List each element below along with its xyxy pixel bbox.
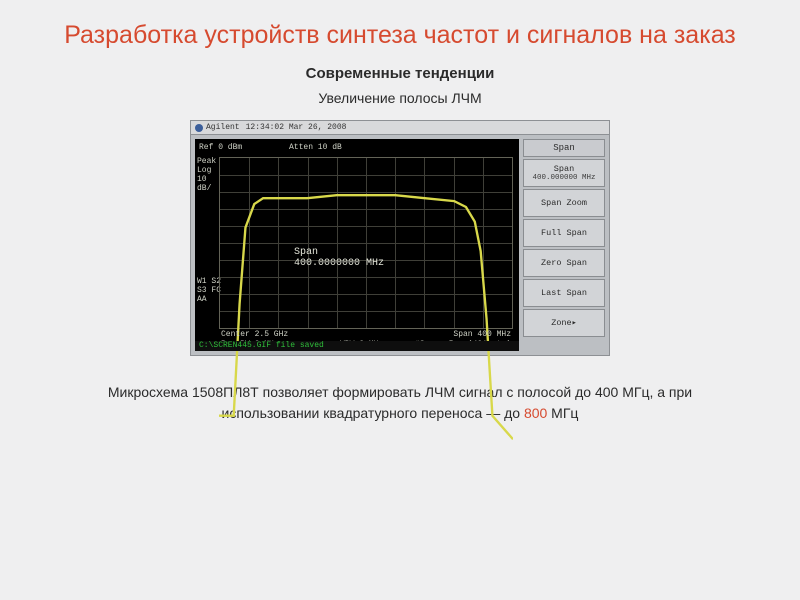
softkey-span-zoom[interactable]: Span Zoom — [523, 189, 605, 217]
center-freq-label: Center 2.5 GHz — [221, 330, 288, 339]
scale-labels: Peak Log 10 dB/ — [197, 157, 216, 193]
page-title: Разработка устройств синтеза частот и си… — [40, 20, 760, 51]
softkey-label: Full Span — [541, 228, 587, 238]
softkey-sublabel: 400.000000 MHz — [532, 174, 595, 183]
subtitle: Современные тенденции — [40, 65, 760, 82]
softkey-full-span[interactable]: Full Span — [523, 219, 605, 247]
softkey-last-span[interactable]: Last Span — [523, 279, 605, 307]
instrument-header: Agilent 12:34:02 Mar 26, 2008 — [191, 121, 609, 135]
instrument-brand: Agilent — [206, 123, 240, 132]
softkey-label: Zone▸ — [551, 318, 577, 328]
softkey-span[interactable]: Span 400.000000 MHz — [523, 159, 605, 187]
instrument-timestamp: 12:34:02 Mar 26, 2008 — [246, 123, 347, 132]
caption-highlight: 800 — [524, 405, 547, 421]
span-readout: Span 400.0000000 MHz — [294, 247, 384, 269]
graticule — [219, 157, 513, 329]
trace-mode-labels: W1 S2 S3 FC AA — [197, 277, 221, 304]
softkey-label: Span — [554, 164, 574, 174]
caption-text-pre: Микросхема 1508ПЛ8Т позволяет формироват… — [108, 384, 692, 421]
softkey-label: Span Zoom — [541, 198, 587, 208]
softkey-title: Span — [523, 139, 605, 157]
atten-label: Atten 10 dB — [289, 143, 342, 152]
spectrum-analyzer-screenshot: Agilent 12:34:02 Mar 26, 2008 Ref 0 dBm … — [190, 120, 610, 356]
sub-subtitle: Увеличение полосы ЛЧМ — [40, 90, 760, 106]
analyzer-screen: Ref 0 dBm Atten 10 dB Peak Log 10 dB/ W1… — [195, 139, 519, 351]
softkey-zero-span[interactable]: Zero Span — [523, 249, 605, 277]
agilent-logo-icon — [195, 124, 203, 132]
span-label: Span 400 MHz — [453, 330, 511, 339]
status-bar: C:\SCREN445.GIF file saved — [195, 341, 519, 351]
ref-level-label: Ref 0 dBm — [199, 143, 242, 152]
slide-caption: Микросхема 1508ПЛ8Т позволяет формироват… — [40, 382, 760, 424]
softkey-label: Last Span — [541, 288, 587, 298]
caption-text-post: МГц — [547, 405, 578, 421]
softkey-panel: Span Span 400.000000 MHz Span Zoom Full … — [523, 135, 609, 355]
softkey-zone[interactable]: Zone▸ — [523, 309, 605, 337]
softkey-label: Zero Span — [541, 258, 587, 268]
